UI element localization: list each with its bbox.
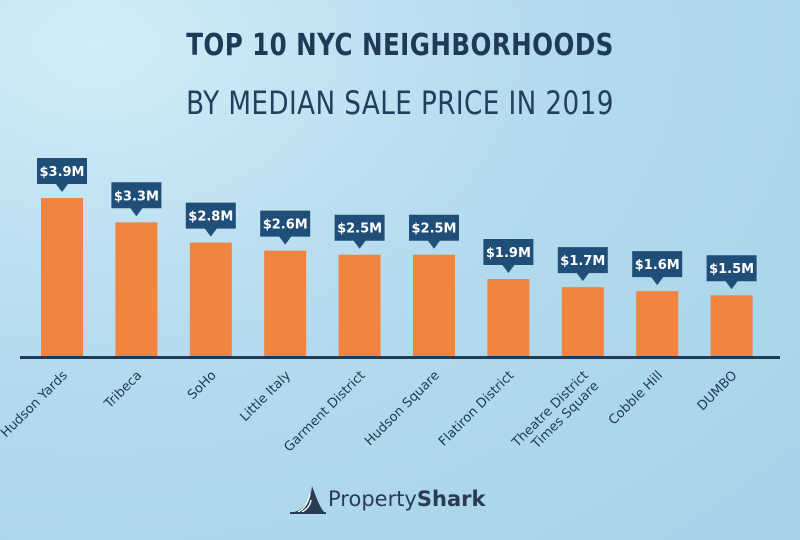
data-label: $2.5M [337, 222, 382, 237]
bars-layer: $3.9M $3.3M $2.8M $2.6M $2.5M $2.5M $1.9M $1.7M… [37, 158, 757, 356]
chart-title-line1: TOP 10 NYC NEIGHBORHOODS [186, 28, 614, 63]
callout-box [37, 158, 87, 192]
data-label-callout: $2.8M [185, 202, 236, 237]
data-label-callout: $1.6M [632, 251, 683, 286]
bar [41, 198, 83, 356]
callout-box [409, 214, 459, 249]
brand-name-part2: Shark [416, 487, 486, 511]
bar [338, 254, 381, 356]
data-label-callout: $2.6M [260, 210, 311, 245]
bar [710, 295, 753, 356]
data-label-callout: $3.3M [111, 182, 162, 217]
x-tick-label-line: Hudson Square [362, 368, 443, 449]
data-label-callout: $1.9M [483, 239, 534, 274]
data-label: $2.5M [411, 222, 456, 237]
x-tick-label-line: Hudson Yards [0, 368, 71, 441]
callout-box [483, 239, 534, 274]
data-label: $1.5M [709, 262, 754, 277]
x-tick-label-line: Little Italy [237, 368, 294, 425]
x-tick-label: Theatre DistrictTimes Square [509, 368, 602, 461]
shark-fin-icon [290, 486, 326, 514]
x-tick-label: Garment District [281, 368, 368, 455]
x-tick-label: Hudson Square [362, 368, 443, 449]
data-label-callout: $3.9M [37, 158, 87, 192]
data-label: $3.3M [114, 189, 159, 204]
callout-box [185, 202, 236, 237]
chart-title-line2: BY MEDIAN SALE PRICE IN 2019 [186, 84, 614, 122]
x-tick-label: Tribeca [101, 368, 145, 412]
bar [115, 222, 158, 356]
bar [487, 279, 530, 356]
x-tick-label: DUMBO [695, 368, 741, 414]
x-tick-label-line: Flatiron District [436, 368, 517, 449]
data-label-callout: $2.5M [334, 214, 385, 249]
x-tick-label-line: DUMBO [695, 368, 741, 414]
x-tick-label-line: Cobble Hill [606, 368, 666, 428]
data-label: $1.7M [560, 254, 605, 269]
brand-name-part1: Property [328, 487, 417, 511]
callout-box [706, 255, 757, 290]
data-label-callout: $1.5M [706, 255, 757, 290]
x-tick-label-line: Garment District [281, 368, 368, 455]
data-label: $1.6M [635, 258, 680, 273]
bar [264, 250, 307, 356]
data-label-callout: $2.5M [409, 214, 459, 249]
tick-labels-layer: Hudson Yards Tribeca SoHo Little ItalyGarme… [0, 368, 741, 461]
x-tick-label-line: Tribeca [101, 368, 145, 412]
callout-box [632, 251, 683, 286]
callout-box [557, 247, 608, 282]
x-tick-label: Cobble Hill [606, 368, 666, 428]
bar-chart: $3.9M $3.3M $2.8M $2.6M $2.5M $2.5M $1.9M $1.7M… [0, 158, 780, 461]
x-tick-label: Flatiron District [436, 368, 517, 449]
data-label: $1.9M [486, 246, 531, 261]
bar [636, 291, 679, 356]
data-label: $3.9M [39, 165, 84, 180]
x-tick-label-line: SoHo [185, 368, 220, 403]
callout-box [334, 214, 385, 249]
data-label: $2.6M [263, 218, 308, 233]
x-tick-label: Hudson Yards [0, 368, 71, 441]
x-tick-label: SoHo [185, 368, 220, 403]
x-tick-label: Little Italy [237, 368, 294, 425]
data-label: $2.8M [188, 210, 233, 225]
data-label-callout: $1.7M [557, 247, 608, 282]
bar [413, 254, 455, 356]
bar [561, 287, 604, 356]
callout-box [260, 210, 311, 245]
callout-box [111, 182, 162, 217]
propertyshark-logo: Property Shark [288, 482, 485, 516]
bar [189, 242, 232, 356]
